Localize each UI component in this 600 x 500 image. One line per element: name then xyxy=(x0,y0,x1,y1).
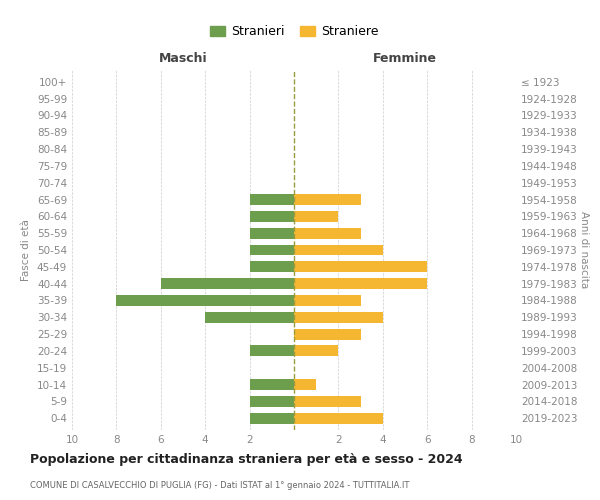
Bar xyxy=(294,262,427,272)
Bar xyxy=(294,278,427,289)
Bar xyxy=(294,211,338,222)
Bar xyxy=(294,328,361,340)
Text: Maschi: Maschi xyxy=(158,52,208,65)
Bar xyxy=(250,262,294,272)
Bar xyxy=(250,379,294,390)
Y-axis label: Fasce di età: Fasce di età xyxy=(22,219,31,281)
Legend: Stranieri, Straniere: Stranieri, Straniere xyxy=(205,20,383,44)
Bar xyxy=(294,346,338,356)
Bar xyxy=(250,396,294,407)
Bar xyxy=(250,244,294,256)
Bar xyxy=(294,312,383,323)
Bar xyxy=(294,295,361,306)
Text: Popolazione per cittadinanza straniera per età e sesso - 2024: Popolazione per cittadinanza straniera p… xyxy=(30,452,463,466)
Bar xyxy=(116,295,294,306)
Bar xyxy=(250,194,294,205)
Bar xyxy=(294,379,316,390)
Bar xyxy=(250,211,294,222)
Bar xyxy=(294,194,361,205)
Bar xyxy=(294,244,383,256)
Bar xyxy=(161,278,294,289)
Text: Femmine: Femmine xyxy=(373,52,437,65)
Bar xyxy=(294,228,361,238)
Bar xyxy=(205,312,294,323)
Bar xyxy=(250,228,294,238)
Bar xyxy=(250,413,294,424)
Text: COMUNE DI CASALVECCHIO DI PUGLIA (FG) - Dati ISTAT al 1° gennaio 2024 - TUTTITAL: COMUNE DI CASALVECCHIO DI PUGLIA (FG) - … xyxy=(30,480,409,490)
Bar xyxy=(294,396,361,407)
Bar xyxy=(250,346,294,356)
Bar xyxy=(294,413,383,424)
Y-axis label: Anni di nascita: Anni di nascita xyxy=(579,212,589,288)
